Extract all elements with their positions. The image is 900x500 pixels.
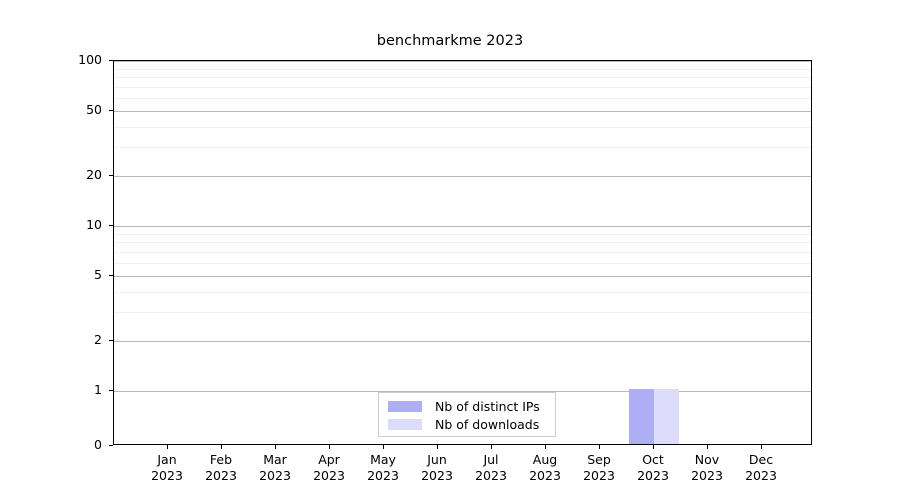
bar-nb-of-distinct-ips	[629, 388, 654, 444]
y-tick-label: 10	[86, 216, 102, 232]
gridline-minor	[114, 97, 811, 99]
x-tick-label: Feb 2023	[191, 452, 251, 484]
y-tick-label: 100	[78, 52, 102, 67]
x-tick-mark	[221, 445, 222, 449]
x-tick-mark	[707, 445, 708, 449]
gridline-minor	[114, 76, 811, 78]
x-tick-month: Dec	[748, 452, 774, 467]
x-tick-mark	[437, 445, 438, 449]
x-tick-month: Jul	[483, 452, 499, 467]
legend-label-distinct-ips: Nb of distinct IPs	[435, 399, 540, 414]
x-tick-month: Jun	[427, 452, 447, 467]
x-tick-year: 2023	[475, 468, 507, 483]
x-tick-year: 2023	[691, 468, 723, 483]
y-tick-label: 2	[94, 332, 102, 348]
plot-inner	[114, 61, 811, 444]
y-tick-label: 20	[86, 167, 102, 183]
x-tick-label: Dec 2023	[731, 452, 791, 484]
y-tick-label: 0	[94, 437, 102, 452]
gridline-minor	[114, 251, 811, 253]
x-tick-mark	[383, 445, 384, 449]
y-tick-label: 1	[94, 381, 102, 397]
legend-item-downloads: Nb of downloads	[388, 416, 555, 433]
gridline-minor	[114, 68, 811, 70]
x-tick-year: 2023	[637, 468, 669, 483]
y-tick-mark	[109, 340, 113, 342]
x-tick-mark	[599, 445, 600, 449]
x-tick-mark	[761, 445, 762, 449]
x-tick-label: Oct 2023	[623, 452, 683, 484]
x-tick-year: 2023	[421, 468, 453, 483]
x-tick-label: Nov 2023	[677, 452, 737, 484]
x-tick-mark	[653, 445, 654, 449]
y-tick-mark	[109, 274, 113, 276]
gridline-minor	[114, 86, 811, 88]
bar-nb-of-downloads	[654, 388, 679, 444]
x-tick-mark	[329, 445, 330, 449]
y-tick-mark	[109, 224, 113, 226]
x-tick-year: 2023	[367, 468, 399, 483]
x-tick-year: 2023	[583, 468, 615, 483]
legend-swatch-downloads	[388, 419, 422, 430]
legend-label-downloads: Nb of downloads	[435, 417, 540, 432]
x-tick-year: 2023	[745, 468, 777, 483]
x-tick-mark	[491, 445, 492, 449]
x-tick-label: May 2023	[353, 452, 413, 484]
x-tick-month: Feb	[209, 452, 233, 467]
gridline-major	[114, 176, 811, 178]
gridline-minor	[114, 262, 811, 264]
x-tick-month: May	[370, 452, 396, 467]
gridline-minor	[114, 312, 811, 314]
gridline-minor	[114, 291, 811, 293]
x-tick-label: Jul 2023	[461, 452, 521, 484]
x-tick-year: 2023	[529, 468, 561, 483]
y-tick-mark	[109, 109, 113, 111]
gridline-major	[114, 275, 811, 277]
gridline-minor	[114, 126, 811, 128]
legend-item-distinct-ips: Nb of distinct IPs	[388, 398, 555, 415]
x-tick-label: Jun 2023	[407, 452, 467, 484]
gridline-minor	[114, 233, 811, 235]
x-tick-label: Mar 2023	[245, 452, 305, 484]
y-tick-label: 50	[86, 101, 102, 117]
x-tick-month: Oct	[642, 452, 664, 467]
gridline-minor	[114, 241, 811, 243]
plot-area	[113, 60, 812, 445]
gridline-major	[114, 341, 811, 343]
x-tick-mark	[275, 445, 276, 449]
y-tick-label: 5	[94, 266, 102, 282]
gridline-minor	[114, 147, 811, 149]
legend-swatch-distinct-ips	[388, 401, 422, 412]
y-tick-mark	[109, 175, 113, 177]
x-tick-year: 2023	[151, 468, 183, 483]
gridline-major	[114, 390, 811, 392]
chart-title: benchmarkme 2023	[376, 33, 524, 49]
x-tick-year: 2023	[313, 468, 345, 483]
x-tick-month: Sep	[587, 452, 611, 467]
y-tick-mark	[109, 445, 113, 446]
gridline-major	[114, 225, 811, 227]
x-tick-month: Apr	[318, 452, 340, 467]
x-tick-month: Mar	[263, 452, 287, 467]
x-tick-mark	[545, 445, 546, 449]
x-tick-mark	[167, 445, 168, 449]
gridline-major	[114, 61, 811, 62]
x-tick-month: Jan	[157, 452, 177, 467]
x-tick-label: Jan 2023	[137, 452, 197, 484]
x-tick-label: Sep 2023	[569, 452, 629, 484]
x-tick-label: Apr 2023	[299, 452, 359, 484]
x-tick-month: Nov	[694, 452, 720, 467]
y-tick-mark	[109, 389, 113, 391]
x-tick-label: Aug 2023	[515, 452, 575, 484]
chart-legend: Nb of distinct IPs Nb of downloads	[378, 392, 556, 437]
x-tick-month: Aug	[532, 452, 558, 467]
y-tick-mark	[109, 60, 113, 61]
x-tick-year: 2023	[205, 468, 237, 483]
x-tick-year: 2023	[259, 468, 291, 483]
gridline-major	[114, 110, 811, 112]
